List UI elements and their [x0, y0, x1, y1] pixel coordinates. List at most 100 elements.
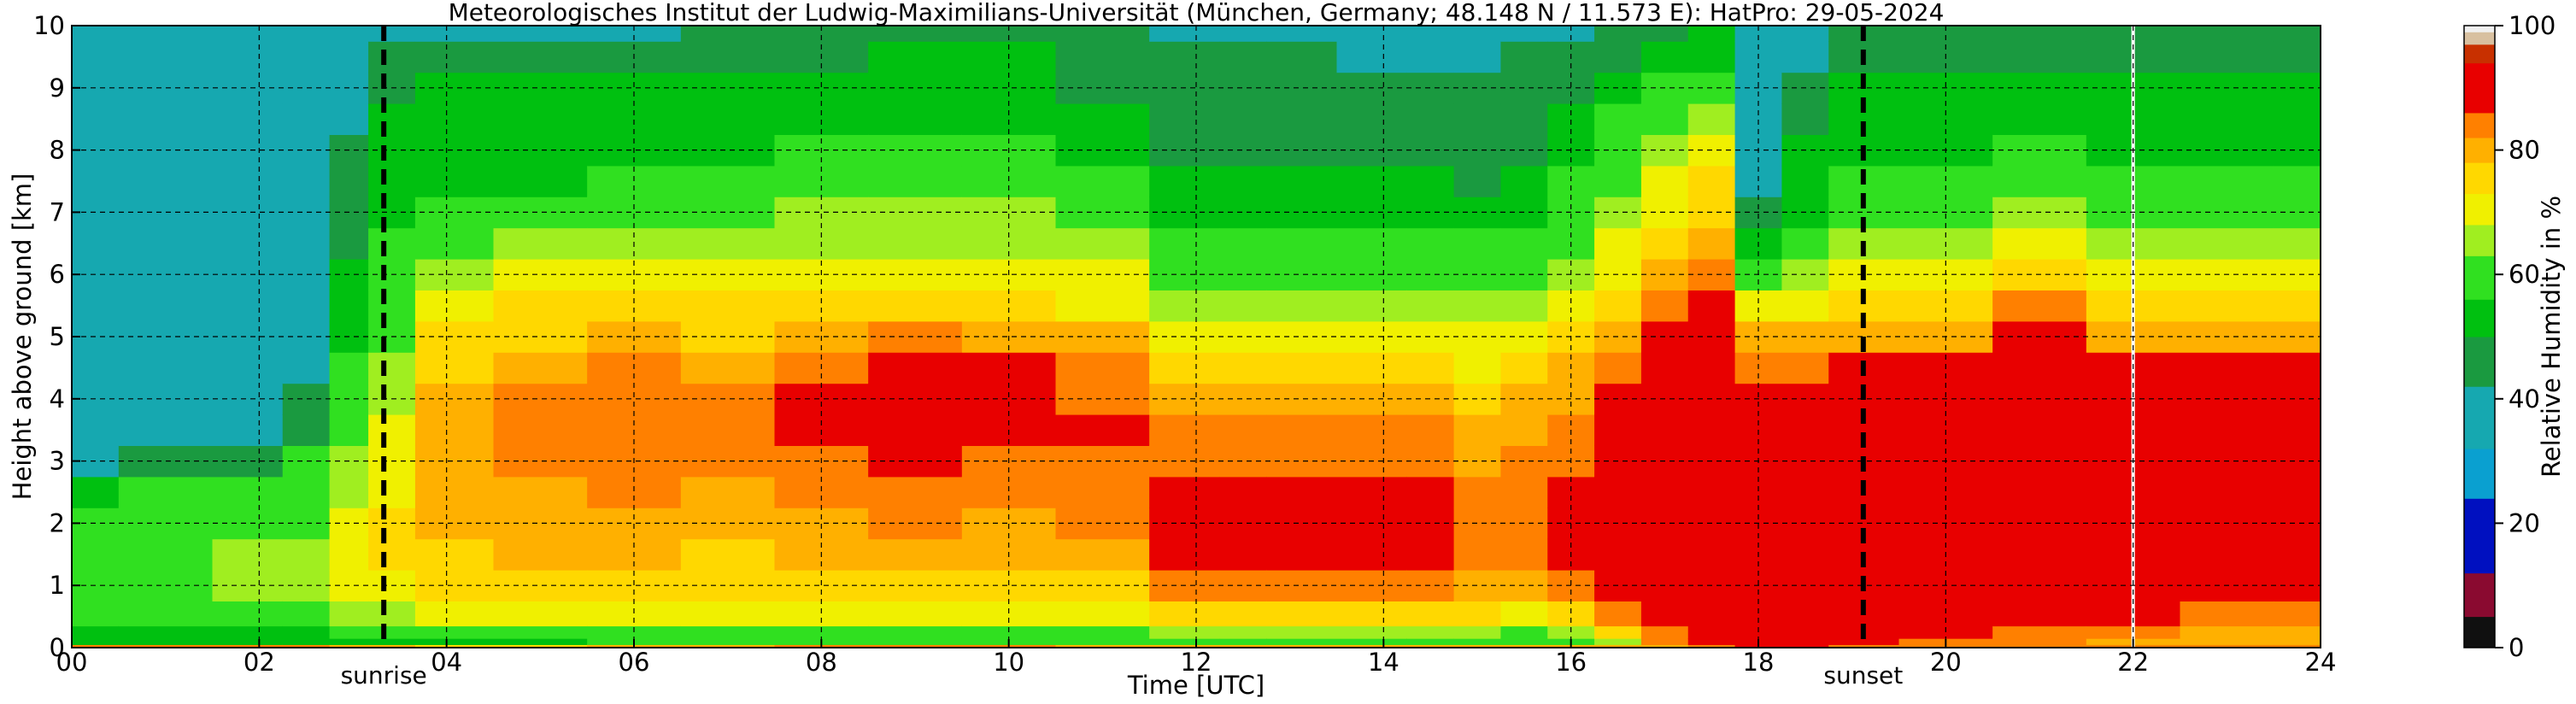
y-tick-label: 9	[50, 73, 65, 103]
humidity-cell	[212, 352, 284, 384]
humidity-cell	[1406, 414, 1455, 446]
humidity-cell	[1781, 165, 1829, 197]
humidity-cell	[2180, 414, 2274, 446]
humidity-cell	[2180, 352, 2274, 384]
humidity-cell	[1453, 352, 1502, 384]
humidity-cell	[1992, 625, 2087, 639]
event-lines: sunrise sunset	[341, 26, 1903, 689]
humidity-cell	[1336, 476, 1408, 508]
humidity-cell	[414, 72, 495, 104]
humidity-cell	[414, 445, 495, 478]
humidity-cell	[414, 476, 495, 508]
humidity-cell	[1453, 538, 1502, 571]
humidity-cell	[329, 290, 369, 322]
y-tick-label: 1	[50, 571, 65, 600]
humidity-cell	[1781, 638, 1829, 645]
humidity-cell	[493, 625, 588, 639]
humidity-cell	[1898, 625, 1993, 639]
colorbar-segment	[2464, 498, 2495, 574]
humidity-cell	[1219, 165, 1267, 197]
humidity-cell	[1336, 414, 1408, 446]
humidity-cell	[1406, 644, 1455, 648]
colorbar-segment	[2464, 112, 2495, 138]
humidity-cell	[1219, 352, 1267, 384]
humidity-cell	[868, 625, 963, 639]
humidity-cell	[1149, 103, 1221, 135]
humidity-cell	[368, 290, 416, 322]
colorbar-tick-label: 100	[2509, 11, 2555, 40]
humidity-cell	[1453, 644, 1502, 648]
humidity-cell	[118, 538, 214, 571]
x-tick-label: 00	[56, 648, 88, 677]
humidity-cell	[587, 290, 682, 322]
humidity-cell	[282, 26, 331, 42]
humidity-cell	[1640, 638, 1689, 645]
humidity-cell	[414, 644, 495, 648]
humidity-cell	[72, 414, 120, 446]
colorbar-segment	[2464, 193, 2495, 226]
humidity-cell	[282, 41, 331, 73]
humidity-cell	[2274, 227, 2321, 260]
humidity-cell	[368, 414, 416, 446]
humidity-cell	[1055, 644, 1150, 648]
colorbar-segment	[2464, 255, 2495, 300]
humidity-cell	[1992, 538, 2087, 571]
humidity-cell	[1219, 538, 1267, 571]
humidity-cell	[414, 538, 495, 571]
humidity-cell	[1500, 625, 1548, 639]
y-axis-label: Height above ground [km]	[8, 173, 37, 501]
humidity-cell	[680, 352, 776, 384]
humidity-cell	[1219, 638, 1267, 645]
humidity-cell	[1406, 165, 1455, 197]
colorbar-frame	[2463, 25, 2496, 648]
humidity-cell	[212, 165, 284, 197]
humidity-cell	[1055, 414, 1150, 446]
humidity-cell	[1055, 638, 1150, 645]
humidity-cell	[493, 26, 588, 42]
humidity-cell	[680, 476, 776, 508]
humidity-cell	[1406, 290, 1455, 322]
humidity-cell	[414, 383, 495, 415]
colorbar-segment	[2464, 162, 2495, 195]
humidity-cell	[1594, 290, 1642, 322]
humidity-cell	[1594, 414, 1642, 446]
humidity-cell	[1992, 476, 2087, 508]
humidity-cell	[2274, 352, 2321, 384]
humidity-cell	[1266, 644, 1338, 648]
humidity-cell	[1687, 414, 1736, 446]
humidity-cell	[1640, 352, 1689, 384]
x-tick-label: 24	[2305, 648, 2337, 677]
humidity-cell	[329, 352, 369, 384]
humidity-cell	[1266, 227, 1338, 260]
humidity-cell	[329, 414, 369, 446]
humidity-cell	[2180, 227, 2274, 260]
humidity-cell	[1266, 165, 1338, 197]
humidity-cell	[72, 601, 120, 627]
humidity-cell	[72, 352, 120, 384]
humidity-cell	[414, 197, 495, 229]
humidity-cell	[493, 601, 588, 627]
humidity-cell	[1266, 414, 1338, 446]
humidity-cell	[868, 165, 963, 197]
humidity-cell	[368, 26, 416, 42]
humidity-cell	[282, 638, 331, 645]
humidity-cell	[282, 352, 331, 384]
humidity-cell	[414, 41, 495, 73]
humidity-cell	[118, 41, 214, 73]
humidity-cell	[1453, 103, 1502, 135]
humidity-cell	[1500, 41, 1548, 73]
x-tick-label: 14	[1368, 648, 1399, 677]
humidity-cell	[368, 638, 416, 645]
humidity-cell	[212, 414, 284, 446]
humidity-cell	[1500, 290, 1548, 322]
humidity-cell	[1734, 26, 1783, 42]
humidity-cell	[1406, 352, 1455, 384]
humidity-cell	[1336, 41, 1408, 73]
humidity-cell	[868, 290, 963, 322]
humidity-cell	[118, 103, 214, 135]
humidity-cell	[1336, 290, 1408, 322]
chart-title: Meteorologisches Institut der Ludwig-Max…	[449, 0, 1945, 26]
colorbar-segment	[2464, 138, 2495, 163]
humidity-cell	[72, 290, 120, 322]
